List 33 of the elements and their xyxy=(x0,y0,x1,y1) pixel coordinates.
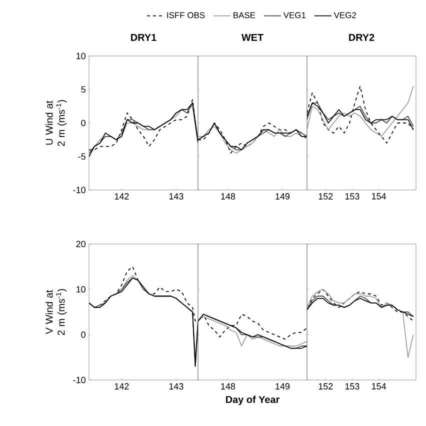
chart-title: DRY2 xyxy=(349,34,374,41)
x-tick-label: 154 xyxy=(372,383,386,390)
x-tick-label: 152 xyxy=(318,383,333,390)
y-tick-label: -10 xyxy=(73,376,86,384)
chart-title: DRY1 xyxy=(131,34,156,41)
x-tick-label: 142 xyxy=(114,383,129,390)
x-tick-label: 148 xyxy=(221,383,236,390)
y-tick-label: 10 xyxy=(76,286,86,293)
y-axis-title: V Wind at 2 m (ms$^{-1}$) xyxy=(45,289,67,336)
legend-label: VEG1 xyxy=(283,12,306,18)
y-tick-label: 10 xyxy=(76,52,86,60)
x-tick-label: 154 xyxy=(372,193,386,200)
legend-label: VEG2 xyxy=(334,12,356,18)
y-tick-label: 20 xyxy=(76,240,86,248)
y-tick-label: 0 xyxy=(81,331,86,338)
y-axis-title: U Wind at 2 m (ms$^{-1}$) xyxy=(45,100,67,146)
chart-title: WET xyxy=(241,34,264,41)
y-tick-label: -5 xyxy=(78,153,86,160)
x-tick-label: 143 xyxy=(169,193,184,200)
x-tick-label: 149 xyxy=(276,193,290,200)
y-tick-label: 5 xyxy=(81,86,86,93)
y-tick-label: 0 xyxy=(81,120,86,126)
x-tick-label: 153 xyxy=(345,193,360,200)
legend-label: ISFF OBS xyxy=(167,12,205,18)
x-tick-label: 152 xyxy=(318,193,333,200)
legend-label: BASE xyxy=(234,12,256,18)
x-tick-label: 149 xyxy=(276,383,290,390)
x-tick-label: 148 xyxy=(221,193,236,200)
x-tick-label: 143 xyxy=(169,383,184,390)
x-tick-label: 153 xyxy=(345,383,360,390)
x-tick-label: 142 xyxy=(114,193,129,200)
y-tick-label: -10 xyxy=(73,186,86,194)
x-axis-title: Day of Year xyxy=(226,396,280,405)
